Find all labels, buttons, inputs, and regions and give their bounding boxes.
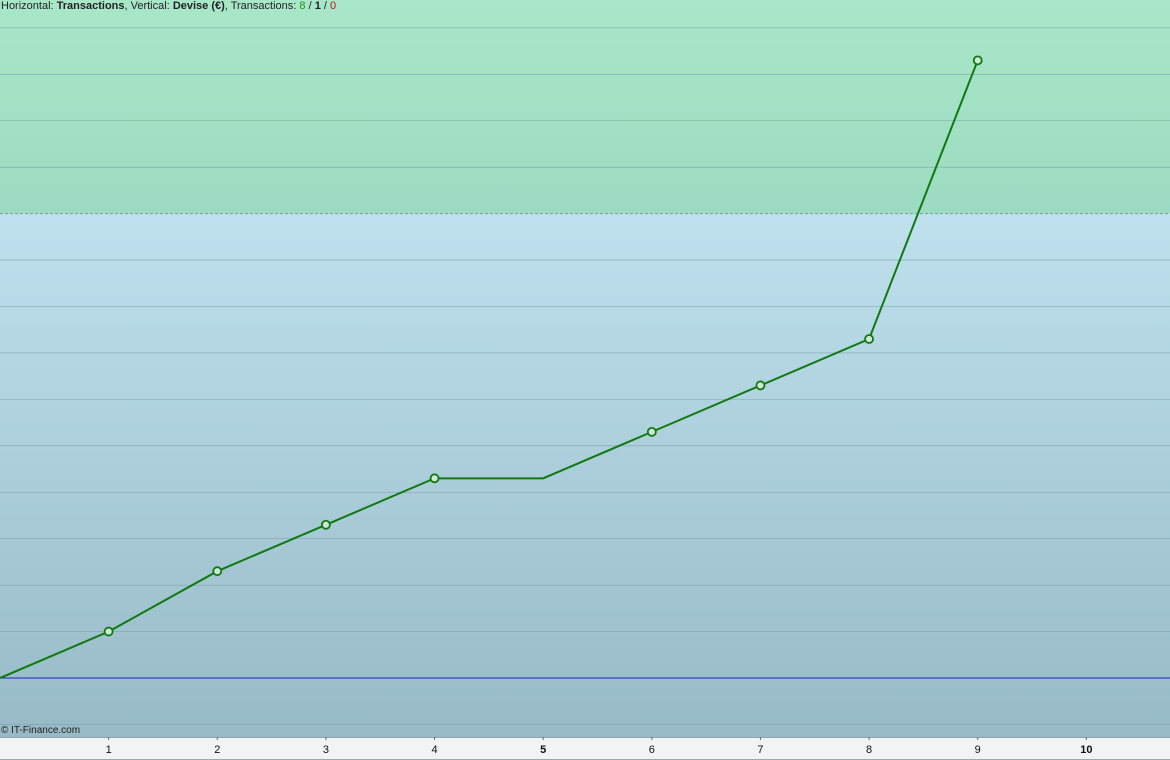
upper-zone: [0, 0, 1170, 214]
copyright: © IT-Finance.com: [1, 725, 81, 736]
x-tick-label: 6: [649, 744, 655, 756]
x-tick-label: 1: [106, 744, 112, 756]
count-loss: 0: [330, 0, 337, 12]
count-neutral: 1: [314, 0, 321, 12]
separator: /: [308, 0, 312, 12]
x-tick-label: 10: [1080, 744, 1092, 756]
label: Horizontal:: [1, 0, 54, 12]
separator: /: [323, 0, 327, 12]
label: , Transactions:: [224, 0, 297, 12]
x-axis-strip: [0, 737, 1170, 760]
count-win: 8: [299, 0, 306, 12]
point-marker: [864, 334, 874, 344]
x-tick-label: 5: [540, 744, 546, 756]
point-marker: [212, 566, 223, 577]
point-marker: [429, 473, 440, 484]
point-marker: [972, 55, 983, 66]
label: , Vertical:: [124, 0, 170, 12]
x-tick-label: 7: [757, 744, 763, 756]
lower-zone: [0, 213, 1170, 738]
x-tick-label: 8: [866, 744, 872, 756]
horizontal-axis: Transactions: [56, 0, 125, 12]
x-tick-label: 2: [214, 744, 220, 756]
point-marker: [321, 519, 331, 530]
header: Horizontal: Transactions, Vertical: Devi…: [1, 0, 336, 13]
x-tick-label: 9: [975, 744, 981, 756]
vertical-axis: Devise (€): [172, 0, 225, 12]
point-marker: [755, 380, 766, 391]
point-marker: [646, 426, 657, 437]
point-marker: [103, 626, 114, 637]
line: [0, 60, 979, 679]
x-tick-label: 4: [431, 744, 437, 756]
x-tick-label: 3: [323, 744, 329, 756]
